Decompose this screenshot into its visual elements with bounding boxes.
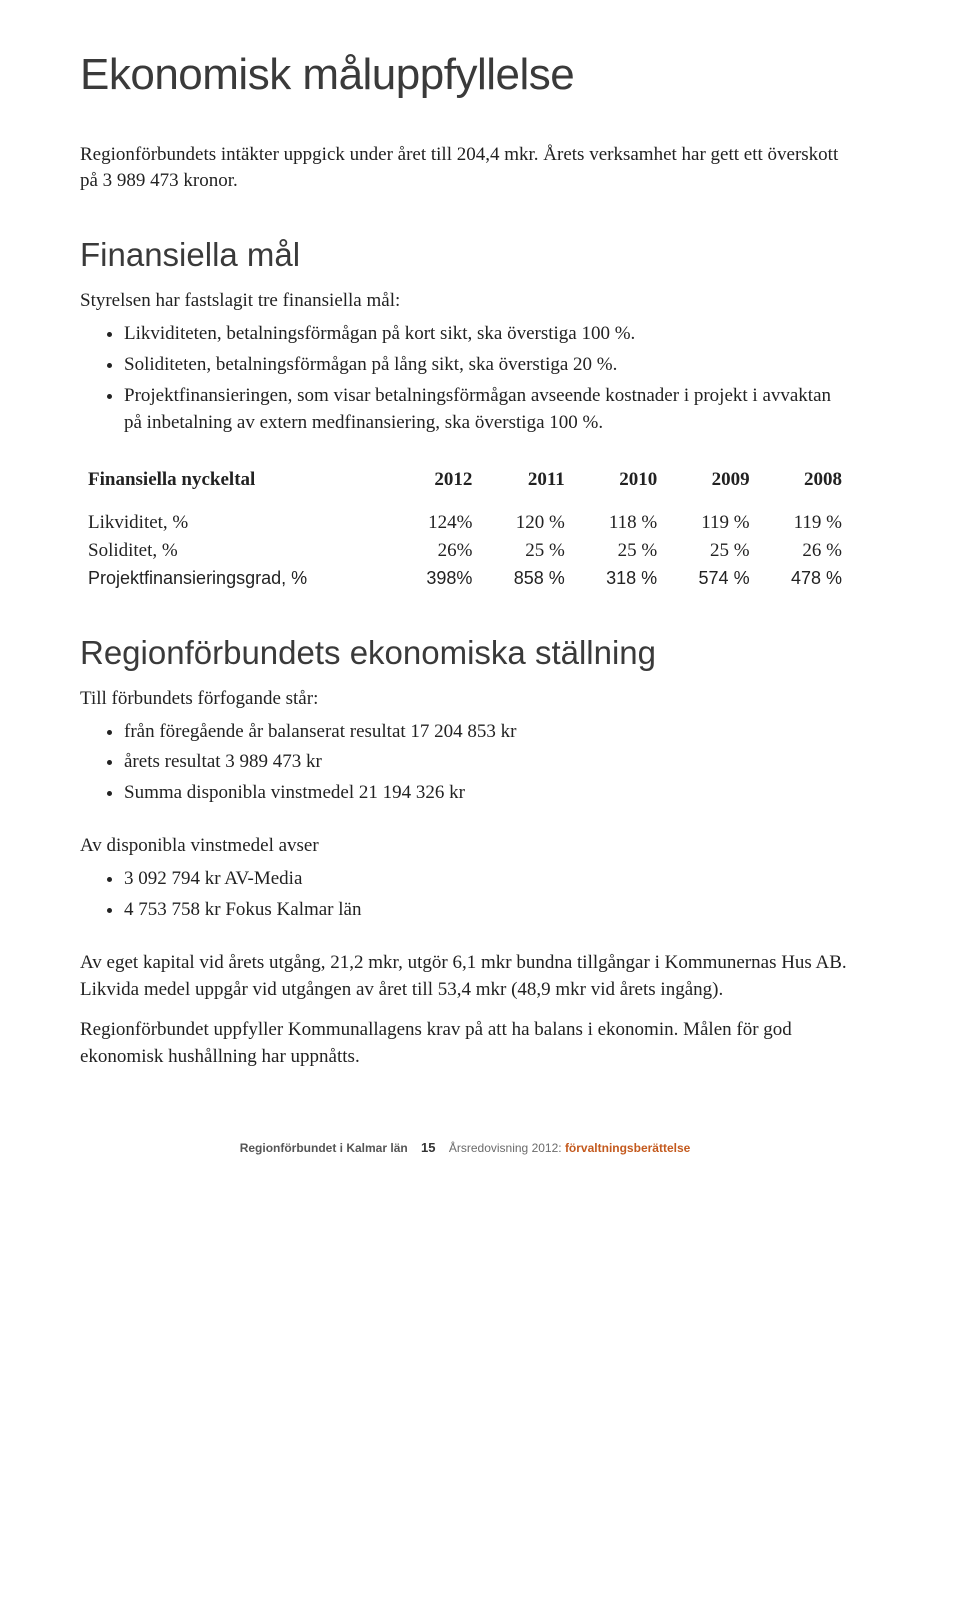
row-label: Likviditet, % — [80, 509, 388, 537]
cell: 119 % — [758, 509, 850, 537]
footer-right: Årsredovisning 2012: förvaltningsberätte… — [449, 1141, 690, 1155]
cell: 478 % — [758, 565, 850, 592]
cell: 25 % — [480, 537, 572, 565]
table-header-year: 2010 — [573, 463, 665, 509]
bullet-list-avser: 3 092 794 kr AV-Media 4 753 758 kr Fokus… — [80, 866, 850, 924]
list-item: 3 092 794 kr AV-Media — [124, 866, 850, 893]
table-row: Projektfinansieringsgrad, % 398% 858 % 3… — [80, 565, 850, 592]
page-title: Ekonomisk måluppfyllelse — [80, 50, 850, 100]
table-header-year: 2012 — [388, 463, 480, 509]
cell: 118 % — [573, 509, 665, 537]
body-paragraph: Regionförbundet uppfyller Kommunallagens… — [80, 1017, 850, 1070]
table-row: Soliditet, % 26% 25 % 25 % 25 % 26 % — [80, 537, 850, 565]
section-heading-finansiella-mal: Finansiella mål — [80, 236, 850, 274]
footer-right-a: Årsredovisning 2012: — [449, 1141, 562, 1155]
cell: 25 % — [665, 537, 757, 565]
cell: 26% — [388, 537, 480, 565]
row-label: Projektfinansieringsgrad, % — [80, 565, 388, 592]
table-header-year: 2009 — [665, 463, 757, 509]
list-item: Projektfinansieringen, som visar betalni… — [124, 383, 850, 437]
cell: 398% — [388, 565, 480, 592]
bullet-list-forfogande: från föregående år balanserat resultat 1… — [80, 719, 850, 808]
cell: 25 % — [573, 537, 665, 565]
list-item: årets resultat 3 989 473 kr — [124, 749, 850, 776]
table-header-row: Finansiella nyckeltal 2012 2011 2010 200… — [80, 463, 850, 509]
cell: 119 % — [665, 509, 757, 537]
list-item: från föregående år balanserat resultat 1… — [124, 719, 850, 746]
list-item: 4 753 758 kr Fokus Kalmar län — [124, 897, 850, 924]
cell: 26 % — [758, 537, 850, 565]
lead-text: Styrelsen har fastslagit tre finansiella… — [80, 288, 850, 315]
cell: 124% — [388, 509, 480, 537]
list-item: Soliditeten, betalningsförmågan på lång … — [124, 352, 850, 379]
list-item: Likviditeten, betalningsförmågan på kort… — [124, 321, 850, 348]
bullet-list-goals: Likviditeten, betalningsförmågan på kort… — [80, 321, 850, 437]
cell: 120 % — [480, 509, 572, 537]
body-paragraph: Av eget kapital vid årets utgång, 21,2 m… — [80, 950, 850, 1003]
page-footer: Regionförbundet i Kalmar län 15 Årsredov… — [80, 1140, 850, 1155]
cell: 574 % — [665, 565, 757, 592]
lead-text: Till förbundets förfogande står: — [80, 686, 850, 713]
list-item: Summa disponibla vinstmedel 21 194 326 k… — [124, 780, 850, 807]
lead-text: Av disponibla vinstmedel avser — [80, 833, 850, 860]
table-header-year: 2008 — [758, 463, 850, 509]
cell: 318 % — [573, 565, 665, 592]
footer-left: Regionförbundet i Kalmar län — [240, 1141, 408, 1155]
table-header-year: 2011 — [480, 463, 572, 509]
table-body: Likviditet, % 124% 120 % 118 % 119 % 119… — [80, 509, 850, 592]
page-number: 15 — [421, 1140, 435, 1155]
section-heading-ekonomiska-stallning: Regionförbundets ekonomiska ställning — [80, 634, 850, 672]
table-row: Likviditet, % 124% 120 % 118 % 119 % 119… — [80, 509, 850, 537]
table-header-label: Finansiella nyckeltal — [80, 463, 388, 509]
financial-table: Finansiella nyckeltal 2012 2011 2010 200… — [80, 463, 850, 592]
cell: 858 % — [480, 565, 572, 592]
row-label: Soliditet, % — [80, 537, 388, 565]
footer-right-b: förvaltningsberättelse — [565, 1141, 690, 1155]
intro-paragraph: Regionförbundets intäkter uppgick under … — [80, 142, 850, 194]
